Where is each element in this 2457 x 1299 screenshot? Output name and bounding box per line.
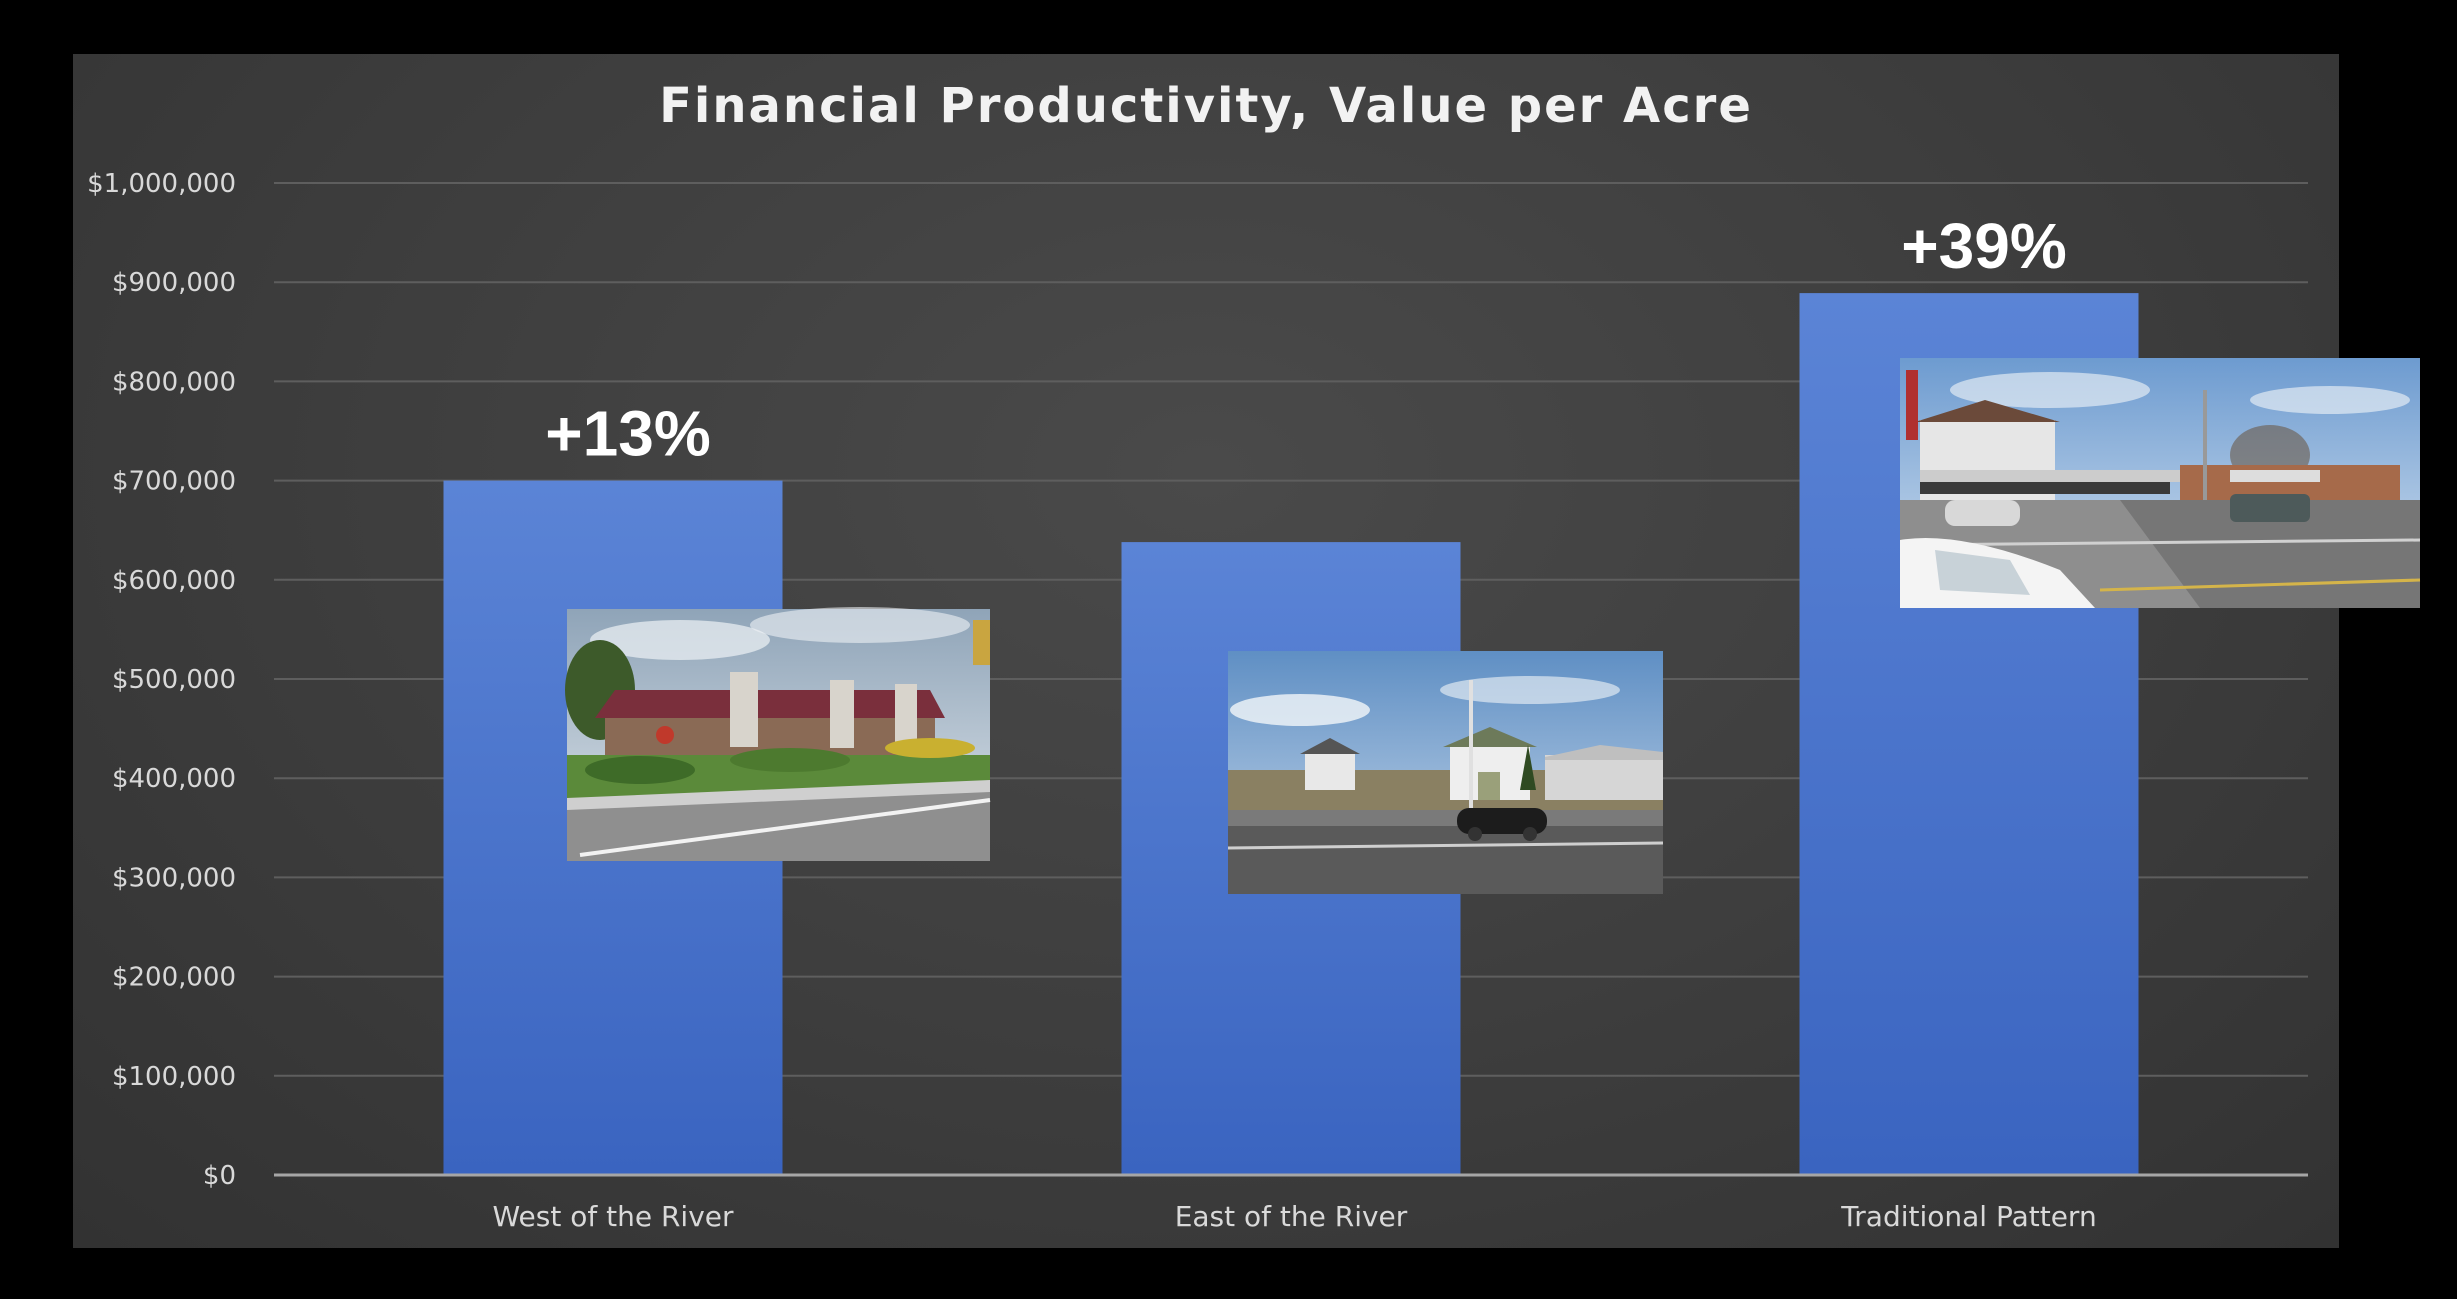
commercial-building-photo: [565, 607, 991, 861]
x-tick-label: Traditional Pattern: [1840, 1200, 2096, 1233]
y-tick-label: $500,000: [112, 665, 236, 695]
y-axis-ticks: $0 $100,000 $200,000 $300,000 $400,000 $500,0…: [87, 169, 236, 1191]
y-tick-label: $100,000: [112, 1062, 236, 1092]
percent-annotation: +13%: [545, 398, 710, 470]
main-street-storefronts-photo: [1899, 358, 2421, 608]
y-tick-label: $200,000: [112, 963, 236, 993]
houses-street-photo: [1227, 651, 1664, 894]
x-tick-label: East of the River: [1175, 1200, 1408, 1233]
y-tick-label: $600,000: [112, 566, 236, 596]
chart-title: Financial Productivity, Value per Acre: [659, 78, 1753, 134]
bar-annotations: +13% +39%: [545, 210, 2066, 469]
percent-annotation: +39%: [1901, 210, 2066, 282]
y-tick-label: $900,000: [112, 268, 236, 298]
y-tick-label: $0: [203, 1161, 236, 1191]
y-tick-label: $800,000: [112, 367, 236, 397]
y-tick-label: $300,000: [112, 863, 236, 893]
y-tick-label: $1,000,000: [87, 169, 236, 199]
x-axis-ticks: West of the River East of the River Tradit…: [492, 1200, 2096, 1233]
x-tick-label: West of the River: [492, 1200, 734, 1233]
y-tick-label: $700,000: [112, 467, 236, 497]
y-tick-label: $400,000: [112, 764, 236, 794]
